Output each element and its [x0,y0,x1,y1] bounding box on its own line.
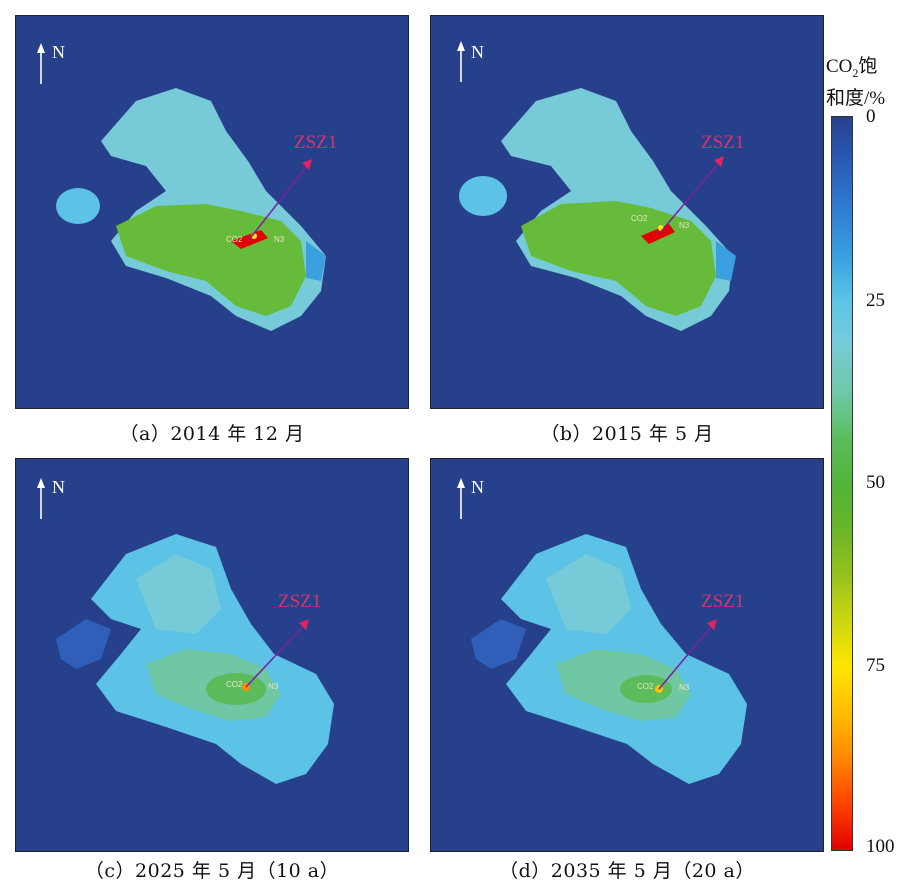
north-label: N [52,42,65,62]
colorbar-tick: 0 [866,106,876,127]
well-label: ZSZ1 [701,591,745,612]
svg-text:N3: N3 [679,221,690,230]
injection-zone [641,224,675,244]
colorbar-tick: 75 [866,655,885,676]
panel-c: CO2 N3 ZSZ1 N [15,458,409,852]
svg-text:N3: N3 [679,683,690,692]
colorbar-tick: 100 [866,836,895,857]
saturation-map-b: CO2 N3 [431,16,823,408]
caption-d: （d）2035 年 5 月（20 a） [499,860,755,882]
panel-b: CO2 N3 ZSZ1 N [430,15,824,409]
well-label: ZSZ1 [701,132,745,153]
north-label: N [471,477,484,497]
saturation-map-c: CO2 N3 [16,459,408,851]
saturation-map-a: CO2 N3 [16,16,408,408]
svg-text:CO2: CO2 [631,214,648,223]
well-label: ZSZ1 [294,132,338,153]
colorbar [831,116,853,851]
caption-b: （b）2015 年 5 月 [540,423,714,445]
colorbar-title: CO2饱 和度/% [826,56,886,109]
svg-text:N3: N3 [274,235,285,244]
svg-text:CO2: CO2 [226,235,243,244]
svg-text:CO2: CO2 [226,680,243,689]
colorbar-tick: 25 [866,290,885,311]
panel-a: CO2 N3 ZSZ1 N [15,15,409,409]
north-label: N [52,477,65,497]
caption-c: （c）2025 年 5 月（10 a） [84,860,340,882]
svg-text:CO2: CO2 [637,682,654,691]
colorbar-tick: 50 [866,472,885,493]
panel-d: CO2 N3 ZSZ1 N [430,458,824,852]
caption-a: （a）2014 年 12 月 [119,423,305,445]
well-label: ZSZ1 [278,591,322,612]
svg-text:N3: N3 [268,682,279,691]
north-label: N [471,42,484,62]
saturation-map-d: CO2 N3 [431,459,823,851]
